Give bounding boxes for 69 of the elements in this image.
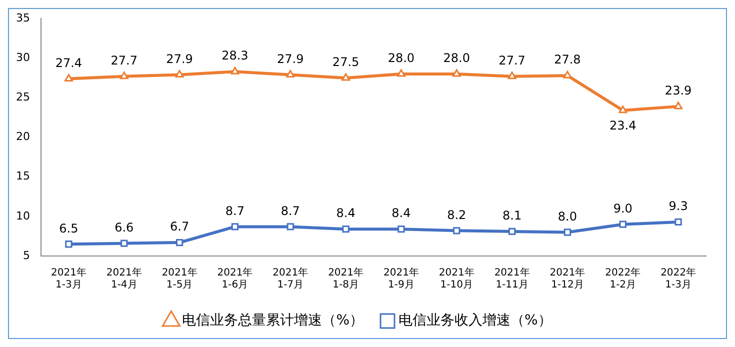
x-tick-label: 2021年 1-10月 [438,266,474,291]
point [120,240,128,247]
data-label: 8.7 [225,204,245,218]
y-tick-label: 30 [16,51,30,64]
data-label: 8.0 [558,209,578,224]
point [618,106,628,114]
y-tick-label: 5 [22,248,30,262]
data-label: 6.5 [59,221,78,236]
point [564,228,572,236]
x-tick-label: 2021年 1-7月 [272,266,308,291]
point [231,223,239,230]
x-tick-label: 2021年 1-5月 [162,266,198,291]
y-tick-label: 15 [16,170,30,183]
data-label: 27.7 [110,53,138,68]
data-label: 8.4 [392,206,411,220]
data-label: 8.7 [280,204,300,218]
x-tick-label: 2022年 1-2月 [605,266,641,291]
x-tick-label: 2021年 1-6月 [217,266,253,291]
point [398,226,405,233]
point [453,227,460,234]
point [120,72,128,80]
data-label: 28.3 [222,48,248,63]
x-tick-label: 2021年 1-4月 [106,266,142,291]
data-label: 8.1 [502,208,522,223]
data-label: 27.5 [332,55,360,70]
x-tick-label: 2021年 1-9月 [383,266,419,291]
data-label: 27.8 [554,52,581,67]
y-tick-label: 25 [16,90,30,104]
point [508,228,516,236]
data-label: 27.7 [498,53,526,68]
x-tick-label: 2021年 1-11月 [494,266,530,291]
legend-label: 电信业务收入增速（%） [398,312,552,329]
data-label: 23.9 [664,84,692,98]
data-label: 9.0 [613,201,632,216]
point [65,240,72,248]
y-tick-label: 35 [16,11,30,24]
point [508,72,516,80]
data-label: 28.0 [388,51,415,66]
point [563,70,572,78]
data-label: 6.7 [170,220,190,234]
point [175,70,184,78]
point [64,74,73,82]
data-label: 27.4 [55,56,82,70]
data-label: 8.4 [336,206,356,220]
data-label: 27.9 [166,52,193,66]
point [619,220,626,228]
legend-label: 电信业务总量累计增速（%） [182,312,364,329]
point [342,226,350,233]
data-label: 8.2 [447,208,466,222]
x-tick-label: 2021年 1-8月 [328,266,364,291]
point [286,223,294,230]
point [452,69,461,77]
point [230,66,240,74]
data-label: 28.0 [443,51,470,66]
y-tick-label: 10 [16,209,30,222]
data-label: 27.9 [277,52,304,66]
data-label: 23.4 [610,118,636,133]
x-tick-label: 2022年 1-3月 [660,266,696,291]
point [674,218,682,226]
point [176,238,184,246]
x-tick-label: 2021年 1-12月 [550,266,586,291]
point [396,69,406,77]
data-label: 6.6 [114,220,134,234]
x-tick-label: 2021年 1-3月 [50,266,86,291]
point [342,73,350,81]
point [286,70,295,78]
data-label: 9.3 [668,199,688,214]
y-tick-label: 20 [16,130,30,144]
point [674,102,683,110]
